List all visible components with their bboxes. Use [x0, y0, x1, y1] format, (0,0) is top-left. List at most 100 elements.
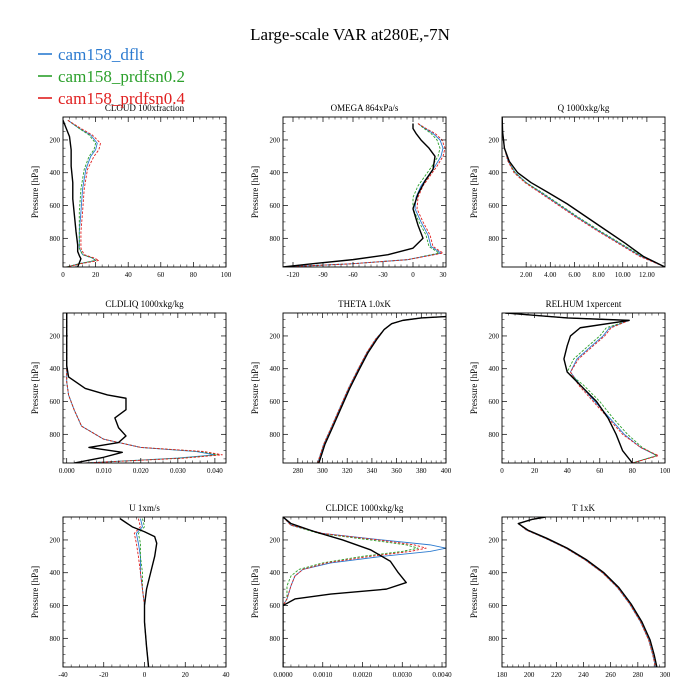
y-tick-label: 200 — [270, 332, 281, 340]
legend-entry: cam158_dflt — [38, 45, 144, 64]
panel-title: T 1xK — [572, 503, 596, 513]
series-group — [119, 518, 158, 667]
series-group — [283, 517, 446, 667]
series-line-cam158_prdfsn0.4 — [133, 518, 150, 667]
legend-entry: cam158_prdfsn0.4 — [38, 89, 186, 108]
y-axis-label: Pressure [hPa] — [469, 362, 479, 414]
y-tick-label: 600 — [50, 202, 61, 210]
y-tick-label: 200 — [489, 536, 500, 544]
y-tick-label: 800 — [270, 431, 281, 439]
y-tick-label: 800 — [489, 431, 500, 439]
panel-title: OMEGA 864xPa/s — [331, 103, 399, 113]
series-line-cam158_prdfsn0.4 — [317, 316, 446, 463]
plot-frame — [62, 116, 227, 268]
x-tick-label: 0.0000 — [273, 671, 293, 679]
x-tick-label: 80 — [629, 467, 637, 475]
panel-8: 0.0000 0.0010 0.0020 0.0030 0.0040 200 400 600 8… — [250, 503, 452, 679]
plot-frame — [501, 312, 666, 464]
x-tick-label: 0.0040 — [432, 671, 452, 679]
series-group — [317, 315, 446, 463]
x-tick-label: 20 — [531, 467, 539, 475]
x-tick-label: 260 — [605, 671, 616, 679]
series-line-cam158_prdfsn0.2 — [66, 119, 97, 267]
series-line-cam158_prdfsn0.4 — [517, 517, 656, 667]
x-tick-label: 80 — [190, 271, 198, 279]
x-tick-label: 360 — [391, 467, 402, 475]
series-line-cam158_prdfsn0.2 — [283, 517, 419, 667]
series-group — [63, 119, 101, 267]
x-tick-label: 30 — [440, 271, 448, 279]
x-tick-label: 100 — [221, 271, 232, 279]
panel-1: 0 20 40 60 80 100 200 400 600 800 Pressure [hPa] CL… — [30, 103, 232, 279]
y-axis-label: Pressure [hPa] — [469, 566, 479, 618]
series-group — [283, 123, 446, 267]
legend-label: cam158_dflt — [58, 45, 144, 64]
x-tick-label: 40 — [223, 671, 231, 679]
x-tick-label: 20 — [182, 671, 190, 679]
panel-4: 0.000 0.010 0.020 0.030 0.040 200 400 600 800 Pre… — [30, 299, 227, 475]
series-line-obs — [517, 517, 658, 667]
x-tick-label: 60 — [596, 467, 604, 475]
x-tick-label: -120 — [287, 271, 300, 279]
y-tick-label: 600 — [50, 398, 61, 406]
legend-entry: cam158_prdfsn0.2 — [38, 67, 185, 86]
legend: cam158_dflt cam158_prdfsn0.2 cam158_prdfsn… — [38, 45, 186, 108]
y-axis-label: Pressure [hPa] — [30, 166, 40, 218]
series-line-cam158_dflt — [66, 313, 216, 463]
y-tick-label: 600 — [270, 602, 281, 610]
y-tick-label: 800 — [489, 635, 500, 643]
series-line-cam158_prdfsn0.4 — [66, 119, 101, 267]
x-tick-label: 200 — [524, 671, 535, 679]
x-tick-label: 0 — [411, 271, 415, 279]
series-line-cam158_prdfsn0.2 — [283, 123, 441, 267]
series-line-cam158_prdfsn0.2 — [502, 117, 665, 267]
x-tick-label: 0.040 — [207, 467, 223, 475]
x-tick-label: 0.000 — [59, 467, 75, 475]
y-tick-label: 200 — [50, 136, 61, 144]
x-tick-label: 100 — [660, 467, 671, 475]
series-line-cam158_prdfsn0.2 — [317, 316, 446, 463]
series-line-cam158_prdfsn0.4 — [283, 123, 446, 267]
panel-6: 0 20 40 60 80 100 200 400 600 800 Pressure [hPa] RE… — [469, 299, 671, 475]
x-tick-label: 0 — [500, 467, 504, 475]
series-group — [65, 313, 223, 463]
y-tick-label: 800 — [50, 431, 61, 439]
series-line-cam158_dflt — [283, 123, 444, 267]
series-line-obs — [283, 517, 407, 667]
plot-frame — [62, 516, 227, 668]
series-line-obs — [65, 313, 127, 463]
plot-frame — [282, 116, 447, 268]
figure-title: Large-scale VAR at280E,-7N — [250, 25, 450, 44]
y-axis-label: Pressure [hPa] — [30, 566, 40, 618]
y-tick-label: 400 — [489, 569, 500, 577]
y-tick-label: 600 — [270, 398, 281, 406]
x-tick-label: 280 — [293, 467, 304, 475]
x-tick-label: 0.0030 — [393, 671, 413, 679]
panel-9: 180 200 220 240 260 280 300 200 400 600 800 Pressur… — [469, 503, 671, 679]
x-tick-label: -90 — [318, 271, 328, 279]
series-line-cam158_prdfsn0.4 — [283, 517, 427, 667]
series-line-cam158_prdfsn0.2 — [505, 313, 658, 463]
x-tick-label: 0.010 — [96, 467, 112, 475]
y-axis-label: Pressure [hPa] — [30, 362, 40, 414]
x-tick-label: 300 — [317, 467, 328, 475]
x-tick-label: 380 — [416, 467, 427, 475]
panel-title: THETA 1.0xK — [338, 299, 391, 309]
plot-frame — [501, 516, 666, 668]
y-tick-label: 200 — [50, 536, 61, 544]
x-tick-label: -40 — [58, 671, 68, 679]
panel-title: CLDICE 1000xkg/kg — [326, 503, 404, 513]
series-group — [505, 313, 659, 463]
y-tick-label: 400 — [50, 169, 61, 177]
x-tick-label: 4.00 — [544, 271, 557, 279]
x-tick-label: 280 — [633, 671, 644, 679]
series-line-cam158_prdfsn0.2 — [137, 518, 150, 667]
x-tick-label: -30 — [378, 271, 388, 279]
y-tick-label: 400 — [270, 365, 281, 373]
x-tick-label: 300 — [660, 671, 671, 679]
x-tick-label: 10.00 — [615, 271, 631, 279]
x-tick-label: 20 — [92, 271, 100, 279]
series-line-cam158_prdfsn0.4 — [505, 313, 659, 463]
